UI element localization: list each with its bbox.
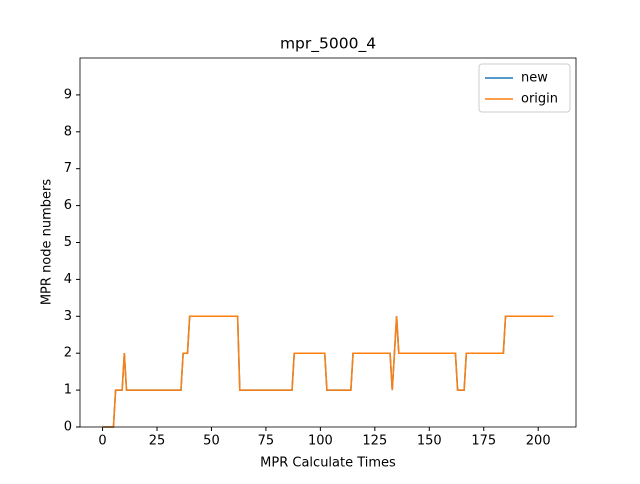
y-tick-label: 8 [64, 124, 72, 139]
chart-title: mpr_5000_4 [280, 35, 376, 54]
x-tick-label: 75 [258, 434, 275, 449]
series-line [102, 315, 554, 428]
x-axis-label: MPR Calculate Times [260, 456, 396, 471]
x-tick-label: 25 [149, 434, 166, 449]
y-tick-label: 0 [64, 420, 72, 435]
y-tick-label: 1 [64, 383, 72, 398]
y-tick-label: 7 [64, 161, 72, 176]
y-axis-label: MPR node numbers [40, 179, 55, 306]
x-tick-label: 175 [471, 434, 496, 449]
y-tick-label: 6 [64, 198, 72, 213]
plot-frame [79, 57, 577, 428]
legend-box [478, 63, 571, 113]
x-tick-label: 125 [362, 434, 387, 449]
y-tick-label: 2 [64, 346, 72, 361]
x-tick-label: 0 [98, 434, 106, 449]
x-tick-label: 200 [526, 434, 551, 449]
y-tick-label: 5 [64, 235, 72, 250]
legend-label: origin [521, 92, 558, 107]
y-tick-label: 3 [64, 309, 72, 324]
y-tick-label: 9 [64, 87, 72, 102]
x-tick-label: 100 [308, 434, 333, 449]
x-tick-label: 150 [417, 434, 442, 449]
x-tick-label: 50 [203, 434, 220, 449]
legend-label: new [521, 71, 548, 86]
y-tick-label: 4 [64, 272, 72, 287]
